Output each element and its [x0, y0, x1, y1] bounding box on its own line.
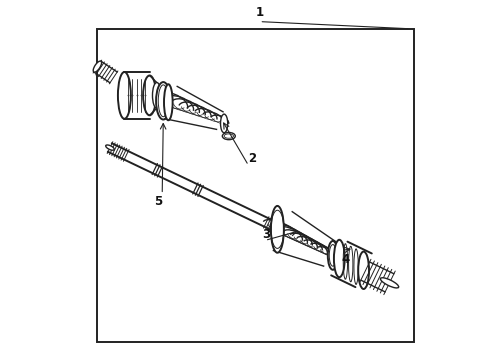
Ellipse shape — [106, 145, 114, 150]
Ellipse shape — [152, 82, 161, 108]
Ellipse shape — [220, 114, 228, 133]
Ellipse shape — [380, 278, 399, 288]
Text: 4: 4 — [342, 253, 350, 266]
Ellipse shape — [329, 244, 337, 266]
Ellipse shape — [328, 241, 338, 270]
Text: 5: 5 — [154, 195, 163, 208]
Text: 3: 3 — [263, 228, 270, 240]
Ellipse shape — [334, 240, 345, 277]
Ellipse shape — [224, 134, 233, 138]
Ellipse shape — [158, 85, 169, 117]
Ellipse shape — [275, 226, 284, 231]
Bar — [98, 29, 414, 342]
Ellipse shape — [118, 72, 131, 119]
Ellipse shape — [358, 252, 369, 289]
Ellipse shape — [156, 82, 171, 120]
Ellipse shape — [164, 84, 172, 120]
Text: 1: 1 — [255, 6, 264, 19]
Ellipse shape — [222, 132, 235, 140]
Ellipse shape — [271, 206, 284, 253]
Ellipse shape — [93, 61, 101, 72]
Text: 2: 2 — [248, 152, 256, 165]
Ellipse shape — [143, 76, 156, 115]
